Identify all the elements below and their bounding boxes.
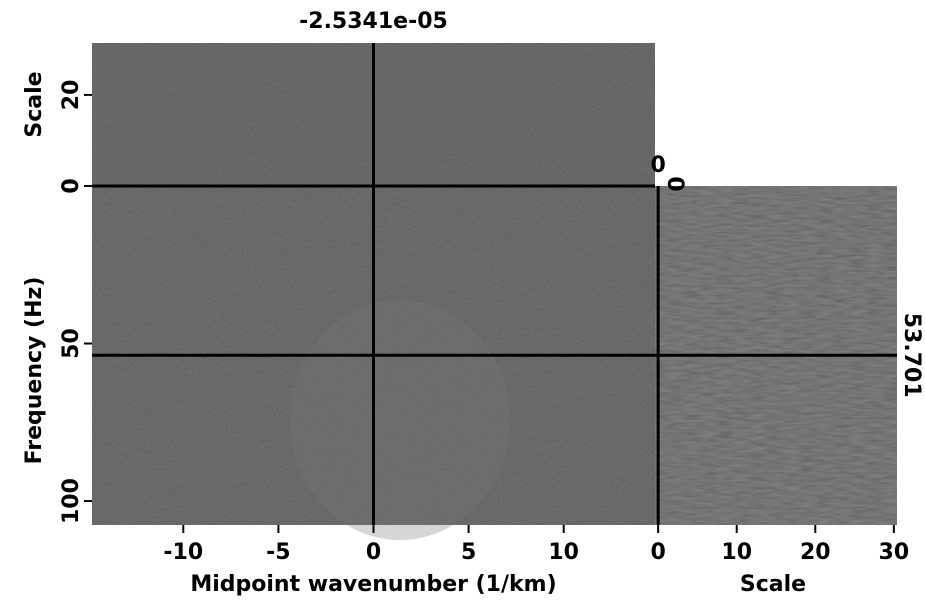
y-tick-label: 50 [59,328,84,359]
x-tick-label: 0 [366,540,381,565]
x-tick-label: 10 [548,540,579,565]
crosshair-x-label: -2.5341e-05 [299,9,448,34]
y-tick-label: 20 [59,80,84,111]
x-tick-label: 5 [461,540,476,565]
y-tick-label: 0 [59,178,84,193]
crosshair-x-label: 0 [650,153,665,178]
x-tick-label: -5 [266,540,290,565]
x-tick-label: 30 [879,540,910,565]
x-tick-label: 20 [800,540,831,565]
y-tick-label: 100 [59,478,84,524]
x-axis-label: Midpoint wavenumber (1/km) [190,572,556,597]
y-axis-label: Frequency (Hz) [22,277,47,465]
main-highlight [290,300,510,540]
crosshair-y-label: 0 [662,176,687,191]
x-tick-label: -10 [163,540,203,565]
x-tick-label: 0 [650,540,665,565]
y-tick-label: 0 [59,178,84,193]
y-axis-label: Scale [22,71,47,137]
x-tick-label: 10 [721,540,752,565]
images [92,43,897,540]
x-axis-label: Scale [740,572,806,597]
crosshair-y-label: 53.701 [899,313,924,398]
